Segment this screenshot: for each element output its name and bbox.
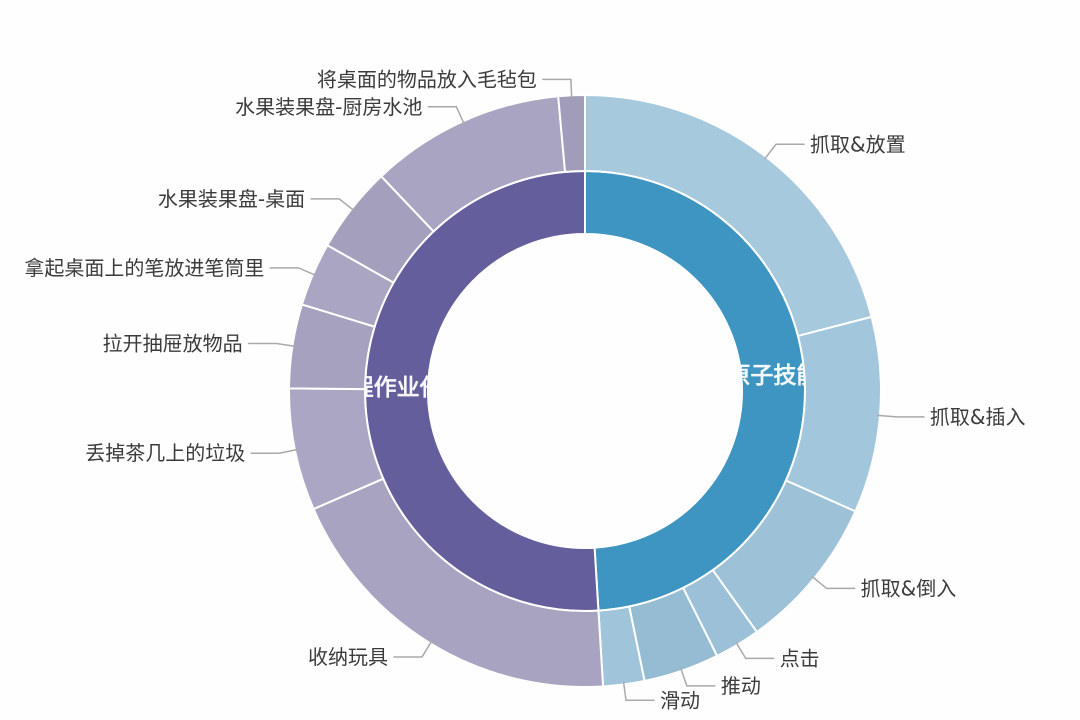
leader-line-12 (542, 78, 573, 99)
outer-ring-label-7: 丢掉茶几上的垃圾 (85, 441, 245, 465)
leader-line-1 (877, 414, 925, 418)
leader-line-4 (680, 668, 716, 687)
outer-ring-label-10: 水果装果盘-桌面 (158, 187, 305, 211)
outer-ring-label-8: 拉开抽屉放物品 (103, 332, 243, 356)
leader-line-2 (811, 576, 856, 590)
outer-ring-label-0: 抓取&放置 (810, 132, 906, 156)
outer-ring-label-5: 滑动 (660, 688, 700, 712)
outer-ring-label-2: 抓取&倒入 (861, 576, 957, 600)
leader-line-7 (250, 448, 298, 454)
outer-segment-12 (557, 94, 586, 173)
leader-line-10 (310, 198, 355, 211)
leader-line-0 (764, 143, 805, 160)
outer-ring-label-12: 将桌面的物品放入毛毡包 (317, 67, 537, 91)
outer-ring-label-6: 收纳玩具 (308, 645, 388, 669)
leader-line-11 (427, 106, 465, 124)
outer-ring-label-3: 点击 (780, 646, 820, 670)
outer-ring-label-4: 推动 (721, 674, 761, 698)
leader-line-6 (393, 640, 433, 658)
outer-ring-label-1: 抓取&插入 (930, 405, 1026, 429)
leader-line-9 (269, 267, 316, 276)
outer-ring-label-9: 拿起桌面上的笔放进笔筒里 (24, 256, 264, 280)
leader-line-5 (622, 681, 655, 702)
leader-line-3 (735, 642, 775, 660)
outer-ring-label-11: 水果装果盘-厨房水池 (235, 95, 422, 119)
leader-line-8 (247, 342, 296, 348)
